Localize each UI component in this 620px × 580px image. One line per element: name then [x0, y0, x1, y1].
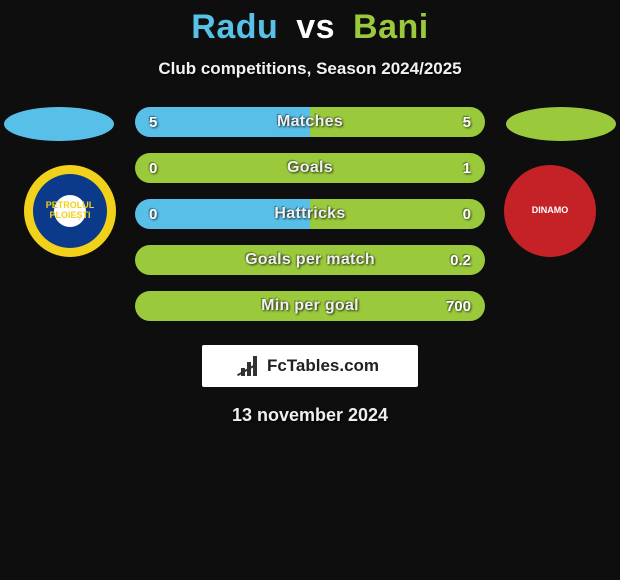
vs-text: vs [296, 8, 335, 46]
player1-name: Radu [191, 8, 278, 46]
brand-icon [241, 356, 261, 376]
player1-crest-label: PETROLUL PLOIEȘTI [33, 174, 107, 248]
comparison-title: Radu vs Bani [0, 0, 620, 47]
date-text: 13 november 2024 [0, 405, 620, 426]
stat-label: Hattricks [135, 205, 485, 223]
stat-label: Matches [135, 113, 485, 131]
subtitle: Club competitions, Season 2024/2025 [0, 59, 620, 79]
comparison-content: PETROLUL PLOIEȘTI DINAMO 55Matches 01Goal… [0, 107, 620, 321]
player2-crest-label: DINAMO [513, 174, 587, 248]
player1-ellipse [4, 107, 114, 141]
player1-crest: PETROLUL PLOIEȘTI [24, 165, 116, 257]
stat-label: Goals [135, 159, 485, 177]
stat-label: Goals per match [135, 251, 485, 269]
stat-bar: 55Matches [135, 107, 485, 137]
stat-label: Min per goal [135, 297, 485, 315]
stat-bars: 55Matches 01Goals 00Hattricks 0.2Goals per … [135, 107, 485, 321]
stat-bar: 0.2Goals per match [135, 245, 485, 275]
player2-name: Bani [353, 8, 429, 46]
stat-bar: 700Min per goal [135, 291, 485, 321]
stat-bar: 00Hattricks [135, 199, 485, 229]
brand-box: FcTables.com [202, 345, 418, 387]
player2-crest: DINAMO [504, 165, 596, 257]
player2-ellipse [506, 107, 616, 141]
brand-text: FcTables.com [267, 356, 379, 376]
stat-bar: 01Goals [135, 153, 485, 183]
